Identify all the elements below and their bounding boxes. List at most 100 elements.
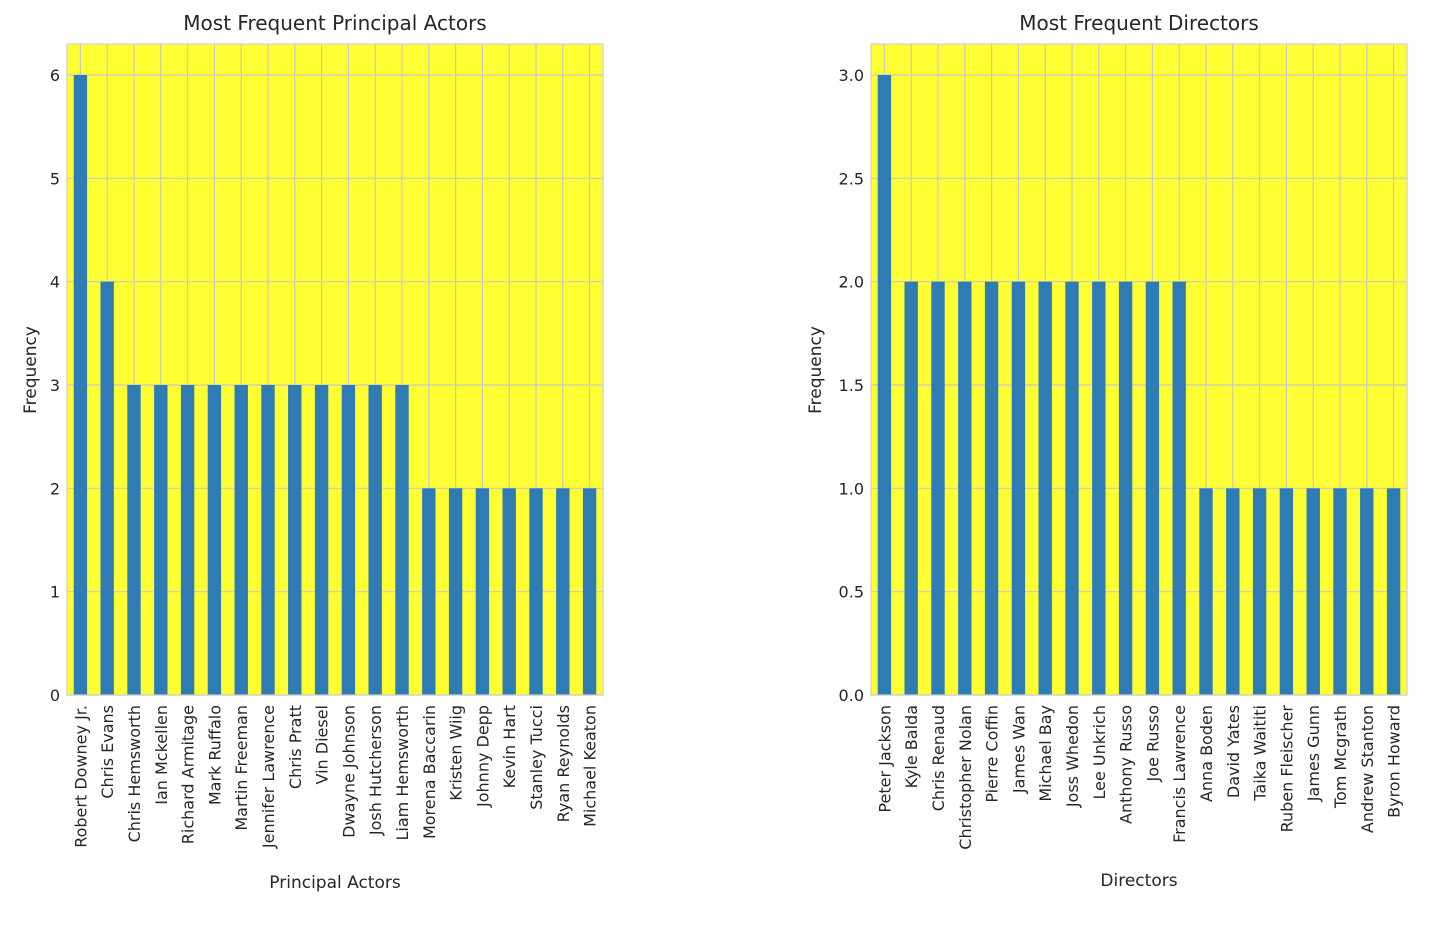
- y-tick-label: 0.5: [839, 583, 864, 602]
- bar: [1011, 281, 1026, 695]
- x-tick-label: Richard Armitage: [179, 705, 198, 844]
- plot-background: [67, 44, 603, 695]
- x-tick-label: Lee Unkrich: [1090, 705, 1109, 799]
- x-tick-label: Joe Russo: [1143, 705, 1162, 782]
- bar: [1226, 488, 1240, 695]
- bar: [529, 488, 543, 695]
- bar: [1118, 281, 1133, 695]
- bar: [475, 488, 490, 695]
- y-tick-label: 1.0: [839, 479, 864, 498]
- bar: [1386, 488, 1401, 695]
- x-tick-label: Pierre Coffin: [983, 705, 1002, 803]
- x-tick-label: Robert Downey Jr.: [71, 705, 90, 848]
- bar: [556, 488, 570, 695]
- x-tick-label: Francis Lawrence: [1170, 705, 1189, 843]
- x-tick-label: Ryan Reynolds: [554, 705, 573, 822]
- bar: [341, 385, 356, 695]
- bar: [154, 385, 168, 695]
- bar: [931, 281, 945, 695]
- x-tick-label: Andrew Stanton: [1358, 705, 1377, 833]
- bar: [1306, 488, 1320, 695]
- bar: [100, 281, 114, 695]
- x-tick-label: Dwayne Johnson: [339, 705, 358, 838]
- bar: [1092, 281, 1106, 695]
- chart-title: Most Frequent Directors: [1019, 11, 1259, 35]
- bar: [127, 385, 141, 695]
- y-axis-label: Frequency: [21, 326, 41, 414]
- bar: [395, 385, 409, 695]
- x-tick-label: Peter Jackson: [875, 705, 894, 813]
- plot-border: [66, 43, 604, 696]
- bar: [1038, 281, 1052, 695]
- x-tick-label: Kevin Hart: [500, 705, 519, 788]
- bar: [422, 488, 436, 695]
- chart-directors: Most Frequent Directors Frequency Direct…: [806, 11, 1408, 891]
- x-tick-label: Chris Renaud: [929, 705, 948, 811]
- x-tick-label: Ruben Fleischer: [1277, 705, 1296, 833]
- x-axis-label: Principal Actors: [269, 873, 401, 893]
- bar: [582, 488, 597, 695]
- bar: [180, 385, 195, 695]
- bar: [1252, 488, 1267, 695]
- bar: [904, 281, 918, 695]
- x-tick-label: James Wan: [1009, 705, 1028, 794]
- bar: [73, 75, 88, 695]
- x-tick-label: Stanley Tucci: [527, 705, 546, 810]
- x-tick-label: Kristen Wiig: [447, 705, 466, 801]
- x-tick-label: Morena Baccarin: [420, 705, 439, 839]
- y-tick-label: 5: [50, 169, 60, 188]
- bar: [448, 488, 463, 695]
- bar: [288, 385, 302, 695]
- x-tick-label: James Gunn: [1304, 705, 1323, 802]
- x-tick-label: Joss Whedon: [1063, 705, 1082, 808]
- y-tick-label: 1.5: [839, 376, 864, 395]
- x-tick-label: Josh Hutcherson: [366, 705, 385, 836]
- x-axis-label: Directors: [1100, 871, 1177, 891]
- x-tick-label: Byron Howard: [1385, 705, 1404, 818]
- y-axis-label: Frequency: [806, 326, 826, 414]
- y-tick-label: 4: [50, 273, 60, 292]
- bar: [368, 385, 382, 695]
- plot-area: [870, 43, 1408, 696]
- bar: [207, 385, 222, 695]
- chart-title: Most Frequent Principal Actors: [183, 11, 486, 35]
- x-tick-label: Kyle Balda: [902, 705, 921, 788]
- x-tick-label: Liam Hemsworth: [393, 705, 412, 841]
- bar: [984, 281, 999, 695]
- bar: [314, 385, 329, 695]
- x-tick-label: Taika Waititi: [1251, 705, 1270, 802]
- x-tick-label: Vin Diesel: [313, 705, 332, 785]
- y-tick-label: 1: [50, 583, 60, 602]
- y-tick-label: 3.0: [839, 66, 864, 85]
- bar: [1279, 488, 1294, 695]
- bar: [1199, 488, 1213, 695]
- bar: [1145, 281, 1160, 695]
- y-tick-label: 0: [50, 686, 60, 705]
- plot-area: [66, 43, 604, 696]
- x-tick-label: Chris Pratt: [286, 705, 305, 789]
- x-tick-label: Anthony Russo: [1117, 705, 1136, 824]
- x-tick-label: Jennifer Lawrence: [259, 705, 278, 849]
- bar: [1065, 281, 1079, 695]
- y-tick-label: 6: [50, 66, 60, 85]
- bar: [502, 488, 516, 695]
- bar: [1360, 488, 1374, 695]
- x-tick-label: Martin Freeman: [232, 705, 251, 831]
- plot-background: [871, 44, 1407, 695]
- y-tick-label: 2: [50, 479, 60, 498]
- x-tick-label: Michael Keaton: [581, 705, 600, 827]
- bar: [1172, 281, 1186, 695]
- y-tick-label: 0.0: [839, 686, 864, 705]
- x-tick-label: Michael Bay: [1036, 705, 1055, 802]
- bar: [877, 75, 892, 695]
- bar: [958, 281, 972, 695]
- x-tick-label: Chris Hemsworth: [125, 705, 144, 842]
- bar: [234, 385, 248, 695]
- y-tick-label: 2.5: [839, 169, 864, 188]
- x-tick-label: Johnny Depp: [473, 705, 492, 808]
- x-tick-label: Chris Evans: [98, 705, 117, 799]
- x-tick-label: Anna Boden: [1197, 705, 1216, 802]
- bar: [1333, 488, 1347, 695]
- x-tick-label: David Yates: [1224, 705, 1243, 798]
